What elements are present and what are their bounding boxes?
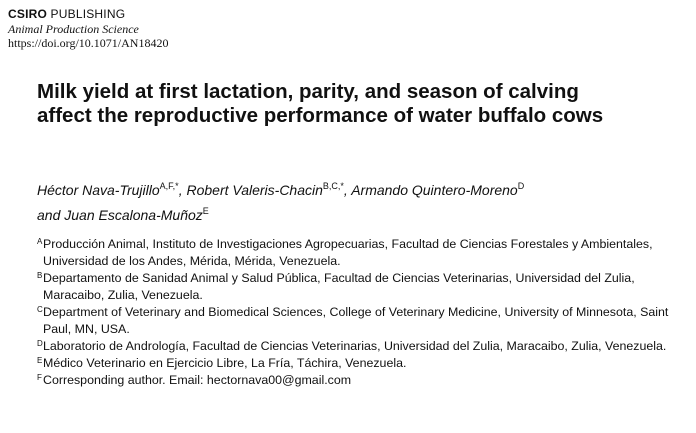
header: CSIRO PUBLISHING Animal Production Scien…: [8, 6, 168, 50]
author-line-1: Héctor Nava-TrujilloA,F,*, Robert Valeri…: [37, 176, 687, 201]
author-affil-sup: E: [202, 206, 209, 216]
author-affil-sup: B,C,*: [322, 181, 344, 191]
affiliation-item: B Departamento de Sanidad Animal y Salud…: [37, 270, 692, 304]
author-affil-sup: D: [517, 181, 525, 191]
affiliations: A Producción Animal, Instituto de Invest…: [37, 236, 692, 389]
author-separator: ,: [343, 182, 352, 198]
affiliation-sup: A: [37, 237, 43, 246]
publisher-bold: CSIRO: [8, 7, 48, 21]
affiliation-text: Corresponding author. Email: hectornava0…: [43, 373, 352, 387]
affiliation-item: C Department of Veterinary and Biomedica…: [37, 304, 692, 338]
author-name: Robert Valeris-Chacin: [186, 182, 323, 198]
affiliation-sup: D: [37, 339, 43, 348]
affiliation-item: E Médico Veterinario en Ejercicio Libre,…: [37, 355, 692, 372]
affiliation-item: D Laboratorio de Andrología, Facultad de…: [37, 338, 692, 355]
author-separator: ,: [178, 182, 187, 198]
affiliation-text: Médico Veterinario en Ejercicio Libre, L…: [43, 356, 407, 370]
affiliation-sup: F: [37, 373, 42, 382]
publisher-name: CSIRO PUBLISHING: [8, 6, 168, 22]
title-line-1: Milk yield at first lactation, parity, a…: [37, 80, 579, 103]
doi-link[interactable]: https://doi.org/10.1071/AN18420: [8, 36, 169, 50]
author-list: Héctor Nava-TrujilloA,F,*, Robert Valeri…: [37, 176, 687, 226]
author-name: and Juan Escalona-Muñoz: [37, 207, 203, 223]
affiliation-text: Departamento de Sanidad Animal y Salud P…: [43, 271, 635, 302]
author-name: Armando Quintero-Moreno: [351, 182, 518, 198]
publisher-rest: PUBLISHING: [47, 7, 126, 21]
affiliation-text: Producción Animal, Instituto de Investig…: [43, 237, 653, 268]
author-name: Héctor Nava-Trujillo: [37, 182, 160, 198]
affiliation-text: Laboratorio de Andrología, Facultad de C…: [43, 339, 667, 353]
affiliation-text: Department of Veterinary and Biomedical …: [43, 305, 669, 336]
title-line-2: affect the reproductive performance of w…: [37, 104, 604, 127]
author-line-2: and Juan Escalona-MuñozE: [37, 201, 687, 226]
affiliation-sup: C: [37, 305, 43, 314]
author-affil-sup: A,F,*: [159, 181, 179, 191]
paper-title: Milk yield at first lactation, parity, a…: [37, 80, 677, 128]
affiliation-item: A Producción Animal, Instituto de Invest…: [37, 236, 692, 270]
affiliation-item: F Corresponding author. Email: hectornav…: [37, 372, 692, 389]
journal-name: Animal Production Science: [8, 22, 139, 36]
affiliation-sup: B: [37, 271, 43, 280]
affiliation-sup: E: [37, 356, 43, 365]
